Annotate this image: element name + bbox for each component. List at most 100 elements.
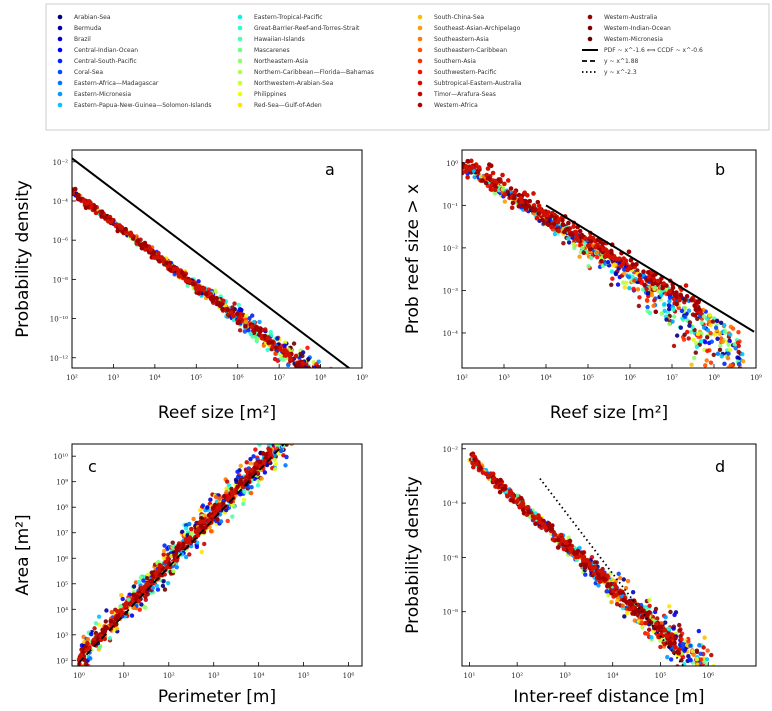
data-point: [85, 640, 90, 646]
data-point: [526, 510, 532, 515]
data-point: [493, 484, 498, 489]
data-point: [536, 203, 542, 209]
data-point: [326, 372, 330, 376]
data-point: [345, 412, 349, 416]
panel-letter: b: [715, 160, 725, 179]
data-point: [584, 557, 590, 563]
data-point: [502, 181, 507, 187]
data-point: [268, 329, 273, 335]
data-point: [667, 295, 673, 300]
data-point: [353, 390, 357, 394]
legend-marker: [237, 102, 243, 108]
data-point: [596, 575, 602, 581]
data-point: [174, 548, 179, 553]
data-point: [509, 497, 515, 503]
x-tick-label: 10⁰: [73, 672, 85, 680]
data-point: [690, 667, 694, 671]
data-point: [572, 245, 577, 251]
data-point: [251, 454, 256, 459]
data-point: [652, 285, 658, 290]
data-point: [230, 313, 236, 319]
data-point: [626, 606, 631, 611]
x-tick-label: 10⁵: [655, 672, 667, 680]
data-point: [319, 381, 323, 385]
data-point: [552, 532, 558, 537]
data-point: [350, 403, 354, 407]
data-point: [712, 332, 718, 337]
data-point: [344, 403, 348, 407]
data-point: [638, 605, 644, 611]
data-point: [640, 624, 645, 630]
data-point: [333, 378, 337, 382]
data-point: [72, 190, 76, 196]
legend-frame: [45, 3, 770, 131]
data-point: [109, 609, 114, 615]
data-point: [136, 579, 142, 585]
data-point: [291, 425, 295, 429]
x-tick-label: 10⁶: [702, 672, 714, 680]
data-point: [148, 247, 153, 252]
legend-marker: [417, 80, 423, 86]
data-point: [600, 247, 606, 252]
data-point: [88, 631, 94, 637]
data-point: [571, 224, 576, 229]
data-point: [340, 395, 344, 399]
data-point: [328, 392, 332, 396]
data-point: [102, 629, 108, 634]
data-point: [653, 606, 659, 612]
data-point: [641, 269, 646, 275]
data-point: [708, 322, 713, 328]
data-point: [508, 186, 514, 191]
legend-line-label: PDF ~ x^-1.6 ⟺ CCDF ~ x^-0.6: [604, 47, 703, 54]
data-point: [208, 497, 213, 502]
data-point: [694, 341, 699, 346]
data-point: [156, 568, 161, 573]
data-point: [138, 575, 144, 580]
data-point: [540, 209, 546, 214]
data-point: [697, 374, 701, 378]
data-point: [276, 427, 280, 431]
data-point: [199, 549, 204, 555]
data-point: [353, 382, 357, 386]
data-point: [301, 382, 305, 386]
x-tick-label: 10⁴: [607, 672, 619, 680]
data-point: [327, 399, 331, 403]
data-point: [559, 537, 565, 543]
x-tick-label: 10¹: [118, 672, 130, 680]
legend-label: Southeastern-Caribbean: [434, 47, 507, 54]
data-point: [674, 333, 680, 338]
data-point: [670, 319, 675, 324]
legend-label: Eastern-Tropical-Pacific: [254, 14, 323, 21]
data-point: [306, 370, 311, 375]
data-point: [235, 484, 240, 490]
data-point: [682, 314, 688, 320]
data-point: [734, 389, 738, 393]
data-point: [99, 214, 104, 219]
data-point: [171, 568, 176, 574]
data-point: [165, 556, 171, 562]
data-point: [285, 438, 289, 442]
data-point: [298, 425, 302, 429]
data-point: [647, 597, 652, 603]
data-point: [338, 398, 342, 402]
data-point: [81, 198, 87, 204]
data-point: [174, 266, 180, 272]
data-point: [143, 605, 148, 610]
data-point: [162, 587, 168, 592]
data-point: [290, 369, 294, 373]
data-point: [610, 588, 616, 594]
data-point: [647, 603, 652, 609]
legend-label: Subtropical-Eastern-Australia: [434, 80, 522, 87]
data-point: [518, 495, 524, 501]
data-point: [189, 526, 194, 532]
x-tick-label: 10⁵: [582, 374, 594, 382]
data-point: [684, 294, 690, 299]
data-point: [483, 180, 489, 186]
data-point: [624, 610, 630, 616]
x-tick-label: 10⁴: [540, 374, 552, 382]
data-point: [78, 666, 82, 670]
x-axis-label: Reef size [m²]: [550, 403, 668, 423]
data-point: [327, 390, 331, 394]
data-point: [705, 686, 709, 690]
